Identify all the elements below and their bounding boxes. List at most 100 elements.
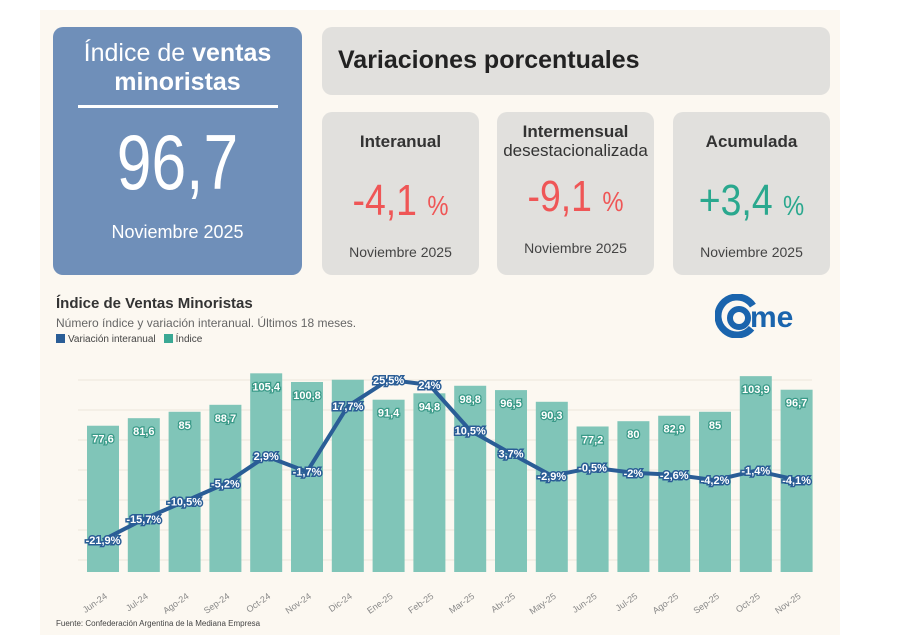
- bar-Ago-25: [658, 415, 691, 572]
- bar-Jul-25: [617, 421, 650, 572]
- x-tick-label: Jun-25: [570, 591, 598, 615]
- bar-Oct-24: [250, 373, 283, 572]
- line-label: -0,5%: [578, 463, 607, 475]
- card-title-2: desestacionalizada: [503, 141, 648, 160]
- chart-legend: Variación interanual Índice: [56, 334, 202, 345]
- variacion-line: [102, 377, 798, 542]
- bar-Jun-25: [576, 426, 609, 572]
- card-value: -4,1: [352, 176, 417, 225]
- bar-label: 82,9: [663, 424, 684, 436]
- x-tick-label: Mar-25: [447, 591, 476, 616]
- bar-May-25: [535, 401, 568, 572]
- svg-text:me: me: [750, 301, 793, 334]
- card-value: -9,1: [527, 172, 592, 221]
- card-title: Interanual: [359, 131, 442, 151]
- main-index-card: Índice de ventas minoristas 96,7 Noviembr…: [53, 27, 302, 275]
- line-label: -10,5%: [167, 496, 202, 508]
- bar-label: 81,6: [133, 426, 154, 438]
- legend-label: Variación interanual: [68, 334, 156, 345]
- card-value: +3,4: [698, 176, 773, 225]
- bar-label: 77,2: [582, 434, 603, 446]
- bar-label: 90,3: [541, 410, 562, 422]
- main-date: Noviembre 2025: [111, 222, 244, 242]
- bar-Mar-25: [454, 385, 487, 572]
- x-tick-label: Ago-25: [651, 591, 681, 616]
- legend-label: Índice: [175, 334, 203, 345]
- title-light: Índice de: [83, 39, 193, 67]
- legend-swatch: [163, 334, 173, 343]
- bar-label: 77,6: [92, 434, 113, 446]
- x-tick-label: May-25: [528, 591, 558, 616]
- bar-label: 88,7: [215, 413, 236, 425]
- main-title: Índice de ventas minoristas: [53, 39, 302, 97]
- legend-item-indice: Índice: [163, 334, 203, 345]
- bar-label: 98,8: [459, 394, 480, 406]
- line-label: 25,5%: [373, 375, 404, 387]
- bar-Sep-25: [699, 411, 731, 572]
- bar-label: 80: [627, 429, 639, 441]
- card-unit: %: [783, 190, 805, 221]
- bar-label: 85: [178, 420, 190, 432]
- x-tick-label: Oct-25: [734, 591, 762, 615]
- chart-subtitle: Número índice y variación interanual. Úl…: [56, 316, 357, 330]
- bar-Nov-25: [780, 389, 813, 572]
- x-tick-label: Jul-24: [124, 591, 150, 613]
- card-acumulada: Acumulada +3,4 % Noviembre 2025: [673, 112, 830, 275]
- line-label: -2,9%: [537, 471, 566, 483]
- bar-label: 103,9: [742, 384, 770, 396]
- bar-Ago-24: [168, 411, 201, 572]
- bar-label: 91,4: [378, 408, 400, 420]
- card-date: Noviembre 2025: [349, 244, 452, 260]
- card-date: Noviembre 2025: [700, 244, 803, 260]
- line-label: 3,7%: [498, 448, 523, 460]
- x-tick-label: Sep-25: [692, 591, 722, 616]
- bar-label: 105,4: [252, 381, 280, 393]
- line-label: 24%: [418, 380, 440, 392]
- chart-title: Índice de Ventas Minoristas: [56, 295, 253, 312]
- came-logo: me: [715, 294, 793, 338]
- bar-label: 96,5: [500, 398, 521, 410]
- x-tick-label: Nov-25: [773, 591, 803, 616]
- card-date: Noviembre 2025: [524, 240, 627, 256]
- x-tick-label: Dic-24: [327, 591, 354, 614]
- legend-swatch: [56, 334, 65, 343]
- bar-label: 94,8: [419, 401, 440, 413]
- title-bold: ventas: [192, 39, 272, 67]
- x-tick-label: Jun-24: [81, 591, 109, 615]
- legend-item-variacion: Variación interanual: [56, 334, 156, 345]
- card-unit: %: [427, 190, 449, 221]
- line-label: -1,4%: [741, 466, 770, 478]
- bar-label: 85: [709, 420, 721, 432]
- x-tick-label: Sep-24: [202, 591, 232, 616]
- line-label: -2%: [624, 468, 644, 480]
- bar-Feb-25: [413, 393, 446, 572]
- x-tick-label: Feb-25: [406, 591, 435, 616]
- line-label: 17,7%: [332, 401, 363, 413]
- line-label: -21,9%: [86, 535, 121, 547]
- line-label: -5,2%: [211, 479, 240, 491]
- line-label: -4,2%: [701, 475, 730, 487]
- divider: [77, 105, 278, 108]
- card-unit: %: [602, 186, 624, 217]
- bar-Nov-24: [291, 381, 323, 572]
- bar-Abr-25: [495, 390, 527, 572]
- title-line2: minoristas: [114, 68, 241, 96]
- line-label: -1,7%: [293, 467, 322, 479]
- line-label: -2,6%: [660, 470, 689, 482]
- bar-Ene-25: [372, 399, 405, 572]
- line-label: -4,1%: [782, 475, 811, 487]
- source-note: Fuente: Confederación Argentina de la Me…: [56, 619, 261, 628]
- x-tick-label: Ago-24: [161, 591, 191, 616]
- x-tick-label: Oct-24: [244, 591, 272, 615]
- variations-header: Variaciones porcentuales: [322, 27, 830, 95]
- bar-Jun-24: [87, 425, 119, 572]
- card-intermensual: Intermensual desestacionalizada -9,1 % No…: [497, 112, 654, 275]
- bar-Dic-24: [331, 379, 364, 572]
- x-tick-label: Nov-24: [284, 591, 314, 616]
- card-title: Intermensual: [522, 122, 629, 141]
- bar-label: 96,7: [786, 398, 807, 410]
- bar-label: 100,8: [293, 390, 321, 402]
- x-tick-label: Abr-25: [489, 591, 517, 615]
- x-tick-label: Jul-25: [614, 591, 640, 613]
